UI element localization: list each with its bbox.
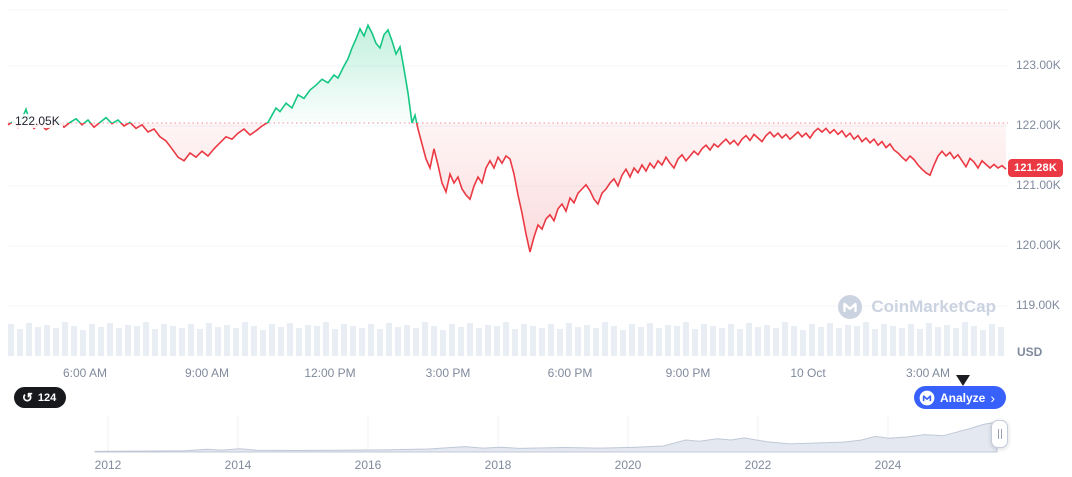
x-tick-label: 6:00 AM [62,366,108,380]
x-tick-label: 12:00 PM [304,366,356,380]
year-tick-label: 2018 [484,458,512,472]
navigator-position-marker [956,375,970,386]
year-tick-label: 2014 [224,458,252,472]
x-tick-label: 3:00 PM [425,366,471,380]
history-count-pill[interactable]: ↺ 124 [14,387,67,408]
coinmarketcap-logo-icon [838,295,863,319]
baseline-price-label: 122.05K [12,114,63,128]
year-tick-label: 2020 [614,458,642,472]
watermark-text: CoinMarketCap [871,297,996,316]
chevron-right-icon: › [990,389,995,406]
x-tick-label: 9:00 AM [184,366,230,380]
currency-label: USD [1017,345,1043,359]
year-tick-label: 2016 [354,458,382,472]
analyze-button[interactable]: Analyze › [913,386,1006,409]
history-icon: ↺ [22,390,33,405]
x-tick-label: 6:00 PM [547,366,593,380]
year-tick-label: 2012 [94,458,122,472]
navigator-handle[interactable] [991,420,1008,448]
x-tick-label: 10 Oct [790,366,826,380]
coinmarketcap-watermark: CoinMarketCap [837,294,996,320]
year-tick-label: 2022 [744,458,772,472]
coinmarketcap-logo-icon [919,390,935,405]
history-count: 124 [37,391,57,404]
analyze-label: Analyze [939,390,986,405]
price-chart-canvas[interactable] [0,0,1072,360]
current-price-badge: 121.28K [1008,159,1063,178]
timeline-navigator[interactable] [0,414,1072,456]
year-tick-label: 2024 [874,458,902,472]
x-tick-label: 9:00 PM [665,366,711,380]
